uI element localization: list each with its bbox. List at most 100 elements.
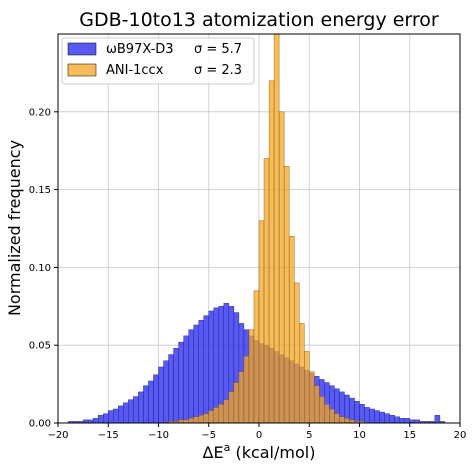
x-tick-label: 20 <box>454 430 467 441</box>
bar-b97x-d3 <box>123 402 129 424</box>
legend-label-ani-1ccx: ANI-1ccx <box>106 63 164 78</box>
bar-ani-1ccx <box>319 396 325 424</box>
bar-b97x-d3 <box>138 391 144 424</box>
bar-b97x-d3 <box>158 366 164 424</box>
bar-b97x-d3 <box>369 408 375 424</box>
bar-b97x-d3 <box>118 405 124 424</box>
bar-ani-1ccx <box>253 290 260 424</box>
bar-b97x-d3 <box>188 329 194 424</box>
x-tick-label: 0 <box>256 430 262 441</box>
bar-b97x-d3 <box>399 418 405 424</box>
bar-ani-1ccx <box>188 418 194 424</box>
bar-ani-1ccx <box>329 408 335 424</box>
bar-ani-1ccx <box>263 158 270 424</box>
bar-ani-1ccx <box>233 382 240 424</box>
series-1-bars <box>163 33 365 424</box>
bar-ani-1ccx <box>218 404 225 424</box>
bar-b97x-d3 <box>354 401 360 424</box>
bar-b97x-d3 <box>143 385 149 424</box>
bar-ani-1ccx <box>193 416 199 424</box>
bar-b97x-d3 <box>359 404 365 424</box>
y-tick-label: 0.20 <box>29 107 51 118</box>
y-axis-label: Normalized frequency <box>5 140 24 316</box>
legend-swatch-wb97x-d3 <box>67 42 97 56</box>
bar-b97x-d3 <box>404 418 410 424</box>
bar-ani-1ccx <box>334 413 340 424</box>
bar-ani-1ccx <box>198 415 204 424</box>
bar-ani-1ccx <box>203 413 209 424</box>
bar-ani-1ccx <box>268 80 275 424</box>
bar-ani-1ccx <box>273 33 280 424</box>
bar-b97x-d3 <box>173 348 179 424</box>
bar-b97x-d3 <box>193 324 199 424</box>
y-tick-label: 0.05 <box>29 341 51 352</box>
x-tick-label: 15 <box>403 430 416 441</box>
bar-b97x-d3 <box>163 360 169 424</box>
bar-b97x-d3 <box>113 408 119 424</box>
bar-b97x-d3 <box>198 320 204 424</box>
legend: ωB97X-D3 σ = 5.7 ANI-1ccx σ = 2.3 <box>61 37 255 85</box>
bar-ani-1ccx <box>228 391 235 424</box>
x-axis-label-main: ΔE <box>203 443 224 462</box>
bar-ani-1ccx <box>213 407 219 424</box>
bar-b97x-d3 <box>389 415 395 424</box>
y-tick-label: 0.10 <box>29 263 51 274</box>
bar-b97x-d3 <box>394 416 400 424</box>
bar-ani-1ccx <box>324 404 330 424</box>
legend-swatch-ani-1ccx <box>67 63 97 77</box>
bar-b97x-d3 <box>384 413 390 424</box>
bar-b97x-d3 <box>203 315 209 424</box>
x-axis-ticks: −20 −15 −10 −5 0 5 10 15 20 <box>47 423 466 441</box>
bar-ani-1ccx <box>208 410 214 424</box>
bar-ani-1ccx <box>238 371 245 424</box>
bar-b97x-d3 <box>92 418 99 424</box>
chart-title: GDB-10to13 atomization energy error <box>79 9 439 31</box>
legend-label-wb97x-d3: ωB97X-D3 <box>106 42 174 57</box>
bar-b97x-d3 <box>103 413 109 424</box>
x-tick-label: −5 <box>201 430 216 441</box>
bar-ani-1ccx <box>339 416 345 424</box>
bar-ani-1ccx <box>278 111 285 424</box>
bar-b97x-d3 <box>148 380 154 424</box>
bar-ani-1ccx <box>344 418 350 424</box>
bar-b97x-d3 <box>183 335 189 424</box>
bar-ani-1ccx <box>248 329 255 424</box>
x-axis-label-unit: (kcal/mol) <box>230 443 315 462</box>
legend-sigma-ani-1ccx: σ = 2.3 <box>194 63 242 78</box>
bar-b97x-d3 <box>434 415 441 424</box>
legend-frame <box>61 37 255 85</box>
x-tick-label: 10 <box>353 430 366 441</box>
bar-b97x-d3 <box>379 411 385 424</box>
x-tick-label: −15 <box>98 430 119 441</box>
histogram-bars <box>67 33 446 424</box>
bar-b97x-d3 <box>213 307 219 424</box>
y-axis-ticks: 0.00 0.05 0.10 0.15 0.20 <box>29 107 58 430</box>
y-tick-label: 0.15 <box>29 185 51 196</box>
bar-ani-1ccx <box>304 351 310 424</box>
bar-b97x-d3 <box>178 341 184 424</box>
bar-ani-1ccx <box>314 385 320 424</box>
bar-ani-1ccx <box>299 323 305 424</box>
x-tick-label: −10 <box>148 430 169 441</box>
bar-b97x-d3 <box>108 410 114 424</box>
bar-b97x-d3 <box>97 415 104 424</box>
legend-sigma-wb97x-d3: σ = 5.7 <box>194 42 242 57</box>
x-axis-label: ΔEa (kcal/mol) <box>203 441 316 462</box>
x-tick-label: 5 <box>306 430 312 441</box>
bar-b97x-d3 <box>208 310 214 424</box>
bar-b97x-d3 <box>349 397 355 424</box>
bar-ani-1ccx <box>288 236 295 424</box>
bar-b97x-d3 <box>133 396 139 424</box>
bar-ani-1ccx <box>309 371 315 424</box>
x-tick-label: −20 <box>47 430 68 441</box>
bar-b97x-d3 <box>374 410 380 424</box>
x-axis-label-superscript: a <box>224 441 231 454</box>
bar-ani-1ccx <box>283 166 290 424</box>
bar-b97x-d3 <box>168 354 174 424</box>
bar-ani-1ccx <box>258 220 265 424</box>
bar-b97x-d3 <box>364 407 370 424</box>
bar-b97x-d3 <box>153 374 159 424</box>
y-tick-label: 0.00 <box>29 419 51 430</box>
bar-ani-1ccx <box>293 282 300 424</box>
